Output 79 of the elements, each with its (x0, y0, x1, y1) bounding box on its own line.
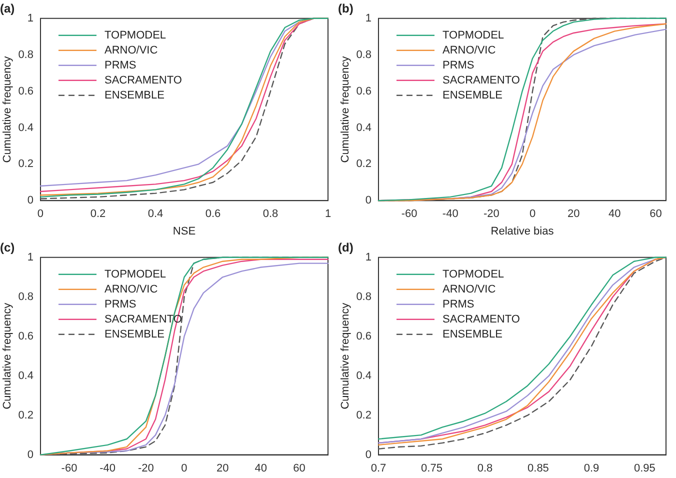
x-tick-label: 60 (293, 462, 306, 474)
x-tick-label: 20 (216, 462, 229, 474)
y-tick-label: 0.8 (18, 48, 34, 61)
x-tick-label: 0.75 (421, 462, 442, 474)
y-axis-title: Cumulative frequency (340, 56, 352, 163)
y-axis-title: Cumulative frequency (2, 56, 14, 163)
legend-label: TOPMODEL (104, 29, 166, 42)
chart-title: (b) (338, 2, 354, 16)
y-tick-label: 1 (27, 251, 34, 264)
x-tick-label: 60 (650, 208, 662, 220)
y-tick-label: 0 (27, 194, 34, 207)
y-tick-label: 0 (27, 448, 34, 461)
y-tick-label: 0.8 (18, 290, 34, 303)
y-axis-title: Cumulative frequency (340, 302, 352, 410)
x-tick-label: 0 (529, 208, 536, 220)
x-tick-label: 40 (254, 462, 268, 474)
y-tick-label: 1 (365, 12, 372, 24)
x-tick-label: -20 (483, 208, 500, 220)
y-tick-label: 0.6 (356, 85, 372, 98)
chart-title: (c) (0, 240, 15, 255)
y-tick-label: 1 (27, 12, 34, 24)
x-tick-label: -40 (442, 208, 458, 220)
x-tick-label: -20 (138, 462, 154, 474)
x-tick-label: 1 (324, 208, 332, 220)
y-tick-label: 0.2 (356, 409, 372, 422)
x-tick-label: 0.8 (477, 462, 493, 474)
x-axis-title: Relative bias (490, 225, 554, 238)
legend-label: TOPMODEL (442, 29, 504, 42)
legend-label: ENSEMBLE (442, 89, 502, 102)
x-tick-label: -60 (401, 208, 418, 220)
legend-label: PRMS (104, 59, 136, 72)
legend-label: PRMS (442, 59, 474, 72)
x-tick-label: 0.8 (262, 208, 278, 220)
legend-label: ARNO/VIC (104, 44, 158, 56)
legend-label: PRMS (442, 298, 474, 310)
y-tick-label: 0.6 (18, 330, 34, 342)
y-tick-label: 0.4 (18, 370, 34, 382)
y-tick-label: 0.2 (18, 409, 34, 422)
y-tick-label: 0.4 (18, 122, 34, 134)
legend-label: ARNO/VIC (104, 283, 158, 296)
y-tick-label: 0.6 (356, 330, 372, 342)
x-tick-label: 0.9 (584, 462, 600, 474)
legend-label: ARNO/VIC (442, 283, 496, 296)
x-tick-label: 0.95 (634, 462, 656, 474)
y-tick-label: 0.4 (356, 122, 372, 134)
chart-title: (d) (338, 240, 354, 255)
x-tick-label: 0.6 (205, 208, 221, 220)
y-tick-label: 0.6 (18, 85, 34, 98)
legend-label: ENSEMBLE (104, 328, 164, 340)
y-tick-label: 0.2 (18, 158, 34, 170)
x-tick-label: 0.7 (370, 462, 386, 474)
y-tick-label: 0 (365, 194, 372, 207)
x-axis-title: NSE (172, 225, 196, 238)
x-tick-label: 0 (37, 208, 44, 220)
chart-title: (a) (0, 2, 15, 16)
y-tick-label: 0.8 (356, 290, 372, 303)
y-axis-title: Cumulative frequency (2, 302, 14, 410)
legend-label: SACRAMENTO (104, 74, 182, 86)
legend-label: TOPMODEL (442, 268, 504, 280)
x-tick-label: 0.85 (528, 462, 549, 474)
y-tick-label: 0 (365, 448, 372, 461)
legend-label: SACRAMENTO (442, 313, 520, 326)
y-tick-label: 0.2 (356, 158, 372, 170)
y-tick-label: 1 (365, 251, 372, 264)
legend-label: ARNO/VIC (442, 44, 496, 56)
x-tick-label: 0.4 (148, 208, 164, 220)
x-tick-label: 40 (608, 208, 621, 220)
legend-label: ENSEMBLE (104, 89, 164, 102)
x-tick-label: -40 (100, 462, 116, 474)
y-tick-label: 0.8 (356, 48, 372, 61)
y-tick-label: 0.4 (356, 370, 372, 382)
legend-label: PRMS (104, 298, 136, 310)
x-tick-label: -60 (61, 462, 78, 474)
x-tick-label: 0 (181, 462, 188, 474)
legend-label: TOPMODEL (104, 268, 166, 280)
legend-label: SACRAMENTO (442, 74, 520, 86)
legend-label: ENSEMBLE (442, 328, 502, 340)
x-tick-label: 20 (567, 208, 580, 220)
x-tick-label: 0.2 (90, 208, 106, 220)
